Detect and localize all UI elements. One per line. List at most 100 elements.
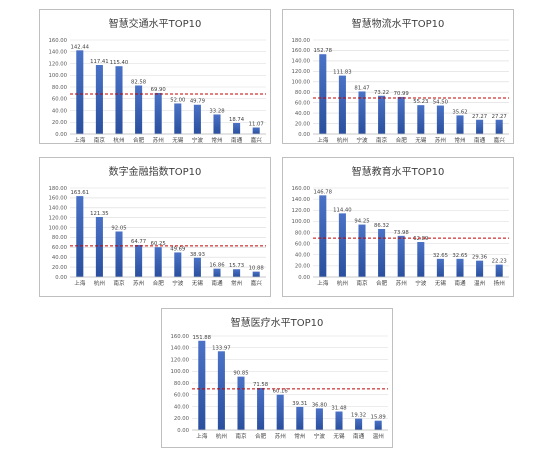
data-label: 69.90	[151, 87, 167, 93]
bar	[374, 420, 382, 430]
bar	[198, 340, 206, 430]
data-label: 60.25	[151, 241, 166, 247]
x-tick-label: 合肥	[396, 136, 408, 144]
x-tick-label: 嘉兴	[251, 136, 263, 144]
chart-panel-smart-logistics: 智慧物流水平TOP10 0.00 20.00 40.00 60.00 80.00 100.…	[282, 9, 514, 144]
x-tick-label: 南京	[94, 136, 106, 144]
bar	[338, 75, 346, 134]
bar	[315, 408, 323, 430]
data-label: 94.25	[354, 219, 369, 225]
bar	[495, 119, 503, 134]
bar	[476, 119, 484, 134]
chart-title: 智慧物流水平TOP10	[351, 19, 445, 30]
bar	[397, 96, 405, 134]
bar	[193, 257, 201, 277]
y-tick-label: 0.00	[298, 132, 310, 138]
bar-chart-smart-education: 0.00 20.00 40.00 60.00 80.00 100.00 120.00 140.…	[291, 186, 509, 287]
data-label: 81.47	[354, 85, 369, 91]
bar	[76, 50, 84, 135]
chart-title: 智慧教育水平TOP10	[351, 167, 445, 178]
y-tick-label: 60.00	[52, 245, 68, 251]
x-tick-label: 南京	[113, 279, 125, 287]
x-tick-label: 嘉兴	[251, 279, 263, 287]
x-tick-label: 南通	[474, 136, 486, 144]
x-tick-label: 无锡	[333, 432, 345, 440]
data-label: 64.77	[131, 239, 146, 245]
chart-title: 智慧交通水平TOP10	[108, 19, 202, 30]
x-tick-label: 南京	[235, 432, 247, 440]
x-tick-label: 上海	[74, 136, 86, 144]
data-label: 52.00	[170, 97, 186, 103]
y-tick-label: 20.00	[174, 416, 190, 422]
data-label: 114.40	[333, 207, 352, 213]
x-tick-label: 苏州	[435, 136, 446, 144]
y-tick-label: 20.00	[295, 264, 311, 270]
y-tick-label: 100.00	[291, 219, 310, 225]
bar	[95, 216, 103, 277]
bar	[378, 95, 386, 134]
bar	[397, 235, 405, 277]
bar	[417, 105, 425, 134]
y-tick-label: 80.00	[295, 90, 311, 96]
data-label: 27.27	[472, 114, 487, 120]
y-tick-label: 0.00	[55, 132, 67, 138]
y-tick-label: 20.00	[52, 120, 68, 126]
y-tick-label: 80.00	[174, 381, 190, 387]
x-tick-label: 宁波	[415, 279, 427, 287]
y-tick-label: 60.00	[52, 97, 68, 103]
chart-panel-digital-finance: 数字金融指数TOP10 0.00 20.00 40.00 60.00 80.00 100.…	[39, 157, 271, 297]
bar	[335, 411, 343, 430]
data-label: 39.31	[292, 401, 307, 407]
x-tick-label: 南通	[211, 279, 223, 287]
data-label: 18.74	[229, 117, 245, 123]
data-label: 133.97	[212, 345, 231, 351]
bar	[319, 54, 327, 134]
data-label: 16.86	[209, 263, 225, 269]
bar	[95, 65, 103, 134]
bar	[257, 387, 265, 430]
data-label: 54.50	[433, 100, 449, 106]
bar	[237, 376, 245, 430]
x-tick-label: 杭州	[113, 136, 124, 144]
y-tick-label: 100.00	[48, 225, 67, 231]
bar	[213, 114, 221, 134]
x-tick-label: 合肥	[153, 279, 165, 287]
bar	[217, 351, 225, 430]
bar-chart-smart-healthcare: 0.00 20.00 40.00 60.00 80.00 100.00 120.00 140.…	[170, 334, 388, 440]
data-label: 22.23	[492, 259, 507, 265]
data-label: 15.89	[371, 415, 386, 421]
y-tick-label: 60.00	[295, 100, 311, 106]
bar	[378, 228, 386, 277]
x-tick-label: 杭州	[216, 432, 227, 440]
y-tick-label: 140.00	[48, 50, 67, 56]
bar	[193, 104, 201, 134]
data-label: 73.98	[394, 230, 410, 236]
y-tick-label: 100.00	[48, 73, 67, 79]
x-tick-label: 南通	[231, 136, 243, 144]
x-tick-label: 苏州	[153, 136, 164, 144]
x-tick-label: 嘉兴	[494, 136, 506, 144]
data-label: 49.69	[170, 246, 185, 252]
bar	[338, 213, 346, 277]
data-label: 62.89	[413, 236, 428, 242]
x-tick-label: 温州	[474, 279, 485, 287]
bar	[154, 92, 162, 134]
bar	[296, 406, 304, 430]
chart-title: 智慧医疗水平TOP10	[230, 318, 324, 329]
x-tick-label: 常州	[231, 279, 242, 287]
data-label: 70.99	[394, 91, 409, 97]
data-label: 27.27	[492, 114, 507, 120]
y-tick-label: 40.00	[52, 108, 68, 114]
x-tick-label: 宁波	[192, 136, 204, 144]
bar	[319, 195, 327, 277]
y-tick-label: 0.00	[55, 275, 67, 281]
bar	[252, 127, 260, 134]
x-tick-label: 常州	[454, 136, 465, 144]
data-label: 163.61	[71, 190, 90, 196]
x-tick-label: 南通	[353, 432, 365, 440]
data-label: 111.83	[333, 70, 352, 76]
y-tick-label: 40.00	[295, 253, 311, 259]
y-tick-label: 140.00	[170, 346, 189, 352]
x-tick-label: 杭州	[337, 279, 348, 287]
data-label: 19.32	[351, 413, 366, 419]
